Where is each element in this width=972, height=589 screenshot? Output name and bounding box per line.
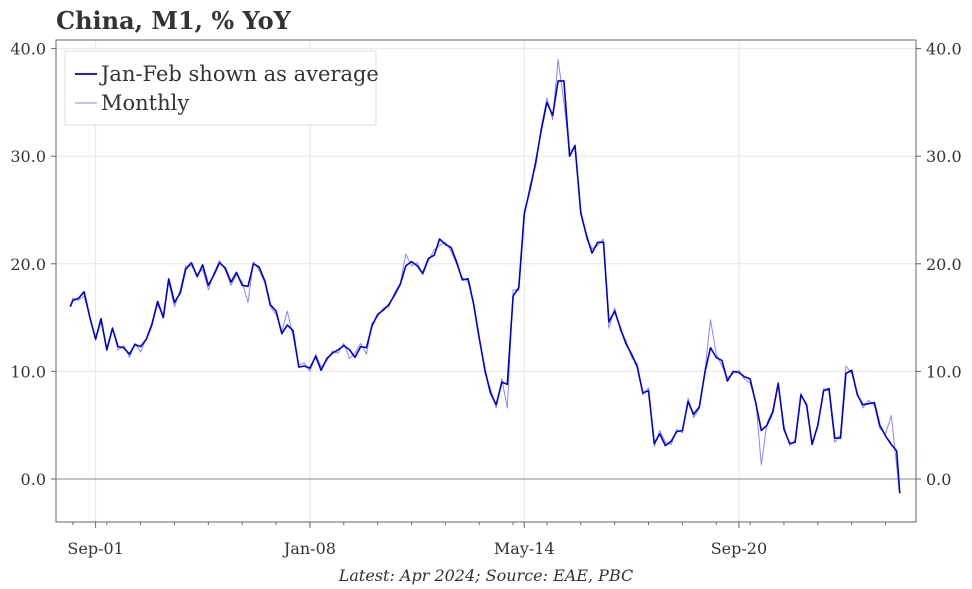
x-tick-label: Jan-08: [282, 539, 336, 558]
series-layer: [69, 58, 901, 495]
x-tick-label: Sep-20: [711, 539, 767, 558]
legend-label-primary: Jan-Feb shown as average: [99, 62, 379, 86]
y-tick-label-right: 0.0: [926, 470, 951, 489]
y-tick-label-right: 20.0: [926, 255, 962, 274]
y-tick-label-left: 0.0: [21, 470, 46, 489]
y-tick-label-right: 10.0: [926, 362, 962, 381]
y-tick-label-left: 30.0: [10, 147, 46, 166]
x-tick-label: Sep-01: [67, 539, 123, 558]
y-tick-label-left: 10.0: [10, 362, 46, 381]
x-tick-label: May-14: [494, 539, 555, 558]
chart: 0.0 0.0 10.0 10.0 20.0 20.0 30.0 30.0 40.0 40.0 Se…: [10, 39, 962, 558]
y-tick-label-right: 30.0: [926, 147, 962, 166]
legend-box: [64, 50, 377, 126]
plot-frame: [55, 39, 917, 523]
legend: Jan-Feb shown as average Monthly: [64, 50, 379, 126]
y-tick-label-left: 40.0: [10, 40, 46, 59]
legend-label-monthly: Monthly: [101, 91, 189, 115]
chart-title: China, M1, % YoY: [56, 6, 291, 35]
y-tick-label-left: 20.0: [10, 255, 46, 274]
y-tick-label-right: 40.0: [926, 40, 962, 59]
axes: 0.0 0.0 10.0 10.0 20.0 20.0 30.0 30.0 40.0 40.0 Se…: [10, 40, 961, 558]
source-note: Latest: Apr 2024; Source: EAE, PBC: [338, 566, 634, 585]
series-line-average: [69, 80, 901, 494]
